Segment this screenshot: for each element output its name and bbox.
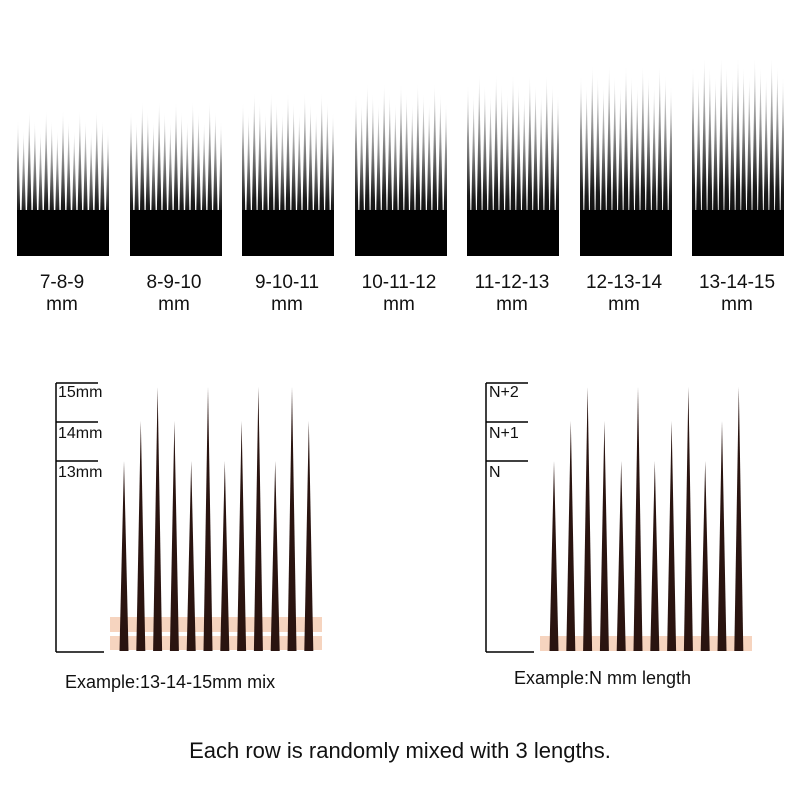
lash-level-0 [583,387,593,651]
lash-strip-base [355,210,447,256]
lash-14mm [774,66,781,256]
length-range: 10-11-12 [361,272,437,293]
lash-15mm [701,60,708,256]
lash-strip-12-13-14 [580,60,672,260]
scale-label-13mm: 13mm [58,464,103,481]
lash-strip-label: 8-9-10 mm [119,272,229,316]
lash-strip-base [130,210,222,256]
lash-14mm [639,65,647,256]
lash-level-0 [683,387,693,651]
lash-strip-base [467,210,559,256]
scale-label-14mm: 14mm [58,425,103,442]
lash-level-2 [220,461,230,651]
lash-14mm [723,66,730,256]
lash-strip-label: 12-13-14 mm [569,272,679,316]
length-unit: mm [158,294,190,315]
lash-strip-label: 10-11-12 mm [344,272,454,316]
lash-level-1 [169,421,179,651]
lash-level-1 [566,421,576,651]
length-unit: mm [383,294,415,315]
length-range: 9-10-11 [254,272,320,293]
length-range: 12-13-14 [585,272,663,293]
lash-level-0 [734,387,744,651]
lash-level-1 [136,421,146,651]
lash-14mm [692,66,697,256]
lash-strip-base [17,210,109,256]
lash-strip-9-10-11 [242,60,334,260]
lash-strip-label: 11-12-13 mm [457,272,567,316]
lash-level-2 [186,461,196,651]
lash-15mm [717,60,725,256]
lash-level-2 [119,461,129,651]
footer-note: Each row is randomly mixed with 3 length… [189,738,611,763]
lash-level-2 [700,461,710,651]
lash-level-1 [667,421,677,651]
lash-14mm [740,66,747,256]
lash-strip-graphic [242,92,334,256]
scale-label-n-plus-2: N+2 [489,384,519,401]
lash-15mm [768,60,775,256]
lash-level-2 [650,461,660,651]
scale-label-15mm: 15mm [58,384,103,401]
lash-strip-11-12-13 [467,60,559,260]
lash-level-0 [203,387,213,651]
lash-strip-base [580,210,672,256]
lash-level-0 [633,387,643,651]
example-mix-lashes [55,382,322,653]
example-mix-diagram: 15mm 14mm 13mm [40,375,340,665]
lash-14mm [656,65,663,256]
length-unit: mm [496,294,528,315]
length-range: 7-8-9 [39,272,85,293]
example-mix-caption: Example:13-14-15mm mix [65,672,276,692]
lash-strip-8-9-10 [130,60,222,260]
lash-level-1 [717,421,727,651]
lash-strip-base [242,210,334,256]
lash-15mm [751,60,759,256]
lash-14mm [757,66,764,256]
lash-level-1 [237,421,247,651]
length-unit: mm [721,294,753,315]
lash-strip-graphic [130,101,222,256]
lash-strip-base [692,210,784,256]
lash-level-1 [304,421,314,651]
length-range: 8-9-10 [146,272,202,293]
lash-14mm [706,66,714,256]
lash-strip-graphic [467,74,559,256]
lash-strip-graphic [580,65,672,256]
lash-level-0 [253,387,263,651]
lash-strip-graphic [17,110,109,256]
lash-level-0 [153,387,163,651]
lash-15mm [734,60,742,256]
scale-label-n-plus-1: N+1 [489,425,519,442]
lash-14mm [589,65,596,256]
lash-strip-10-11-12 [355,60,447,260]
example-n-length-diagram: N+2 N+1 N [470,375,770,665]
length-range: 11-12-13 [474,272,550,293]
lash-tape-band [110,636,322,650]
lash-level-2 [549,461,559,651]
lash-14mm [622,65,630,256]
lash-14mm [605,65,613,256]
length-unit: mm [608,294,640,315]
lash-tape-band [110,617,322,632]
length-range: 13-14-15 [698,272,776,293]
length-unit: mm [46,294,78,315]
lash-level-2 [270,461,280,651]
example-n-length-lashes [485,382,752,653]
lash-strip-label: 13-14-15 mm [682,272,792,316]
lash-strip-graphic [692,60,784,256]
lash-level-2 [616,461,626,651]
lash-strip-graphic [355,83,447,256]
lash-strip-label: 9-10-11 mm [232,272,342,316]
length-unit: mm [271,294,303,315]
lash-strip-13-14-15 [692,60,784,260]
lash-strip-7-8-9 [17,60,109,260]
lash-strip-label: 7-8-9 mm [7,272,117,316]
example-n-length-caption: Example:N mm length [514,668,692,688]
lash-tape-band [540,636,752,651]
lash-level-1 [599,421,609,651]
lash-level-0 [287,387,297,651]
scale-label-n: N [489,464,501,481]
